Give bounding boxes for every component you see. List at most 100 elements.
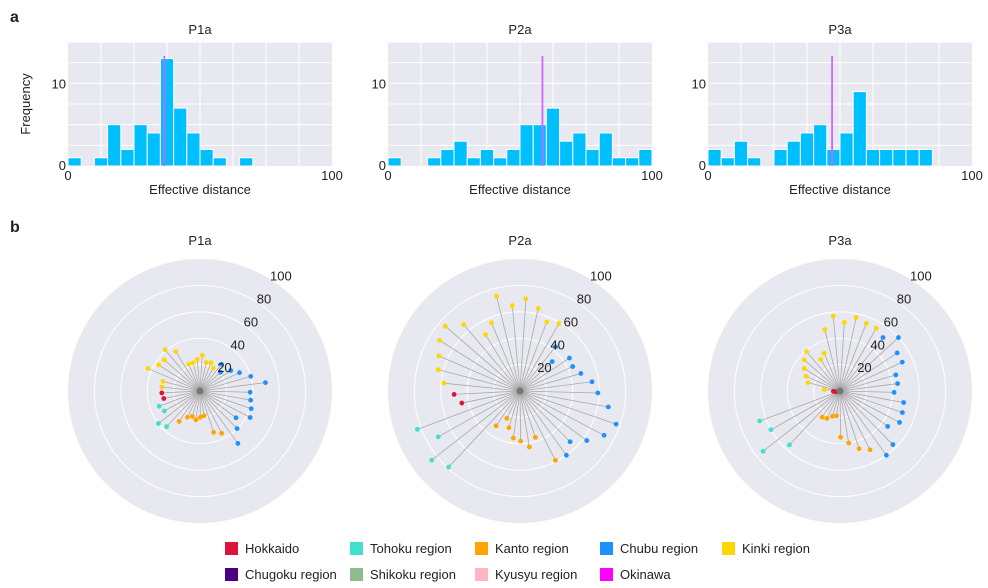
x-axis-label: Effective distance [789, 182, 891, 197]
polar-point [553, 344, 558, 350]
polar-gridline [760, 311, 920, 471]
polar-spoke [454, 390, 521, 395]
polar-spoke [438, 390, 521, 438]
polar-spoke [199, 367, 214, 392]
legend-label: Shikoku region [370, 566, 456, 582]
histogram-bar [918, 148, 933, 167]
polar-spoke [804, 368, 841, 392]
chart-title: P1a [188, 22, 212, 37]
polar-point [483, 332, 488, 338]
polar-point [846, 440, 852, 446]
polar-point [189, 413, 195, 419]
histogram-bar [839, 132, 854, 167]
histogram-bar [786, 140, 801, 167]
polar-spoke [438, 369, 521, 392]
polar-point [145, 366, 151, 371]
histogram-bar [813, 124, 828, 167]
polar-gridline [466, 337, 574, 445]
polar-spoke [519, 390, 605, 436]
legend-swatch [225, 567, 238, 581]
polar-point [899, 410, 905, 415]
histogram-bar [598, 132, 613, 167]
histogram-bar [892, 148, 907, 167]
polar-spoke [491, 322, 521, 392]
polar-gridline [93, 284, 307, 498]
polar-spoke [161, 386, 201, 392]
legend-swatch [350, 567, 363, 581]
polar-spoke [199, 370, 231, 392]
polar-point [518, 438, 524, 444]
radial-tick-label: 80 [897, 292, 911, 307]
polar-row: 20406080100P1a20406080100P2a20406080100P… [68, 233, 972, 523]
histogram-bar [707, 148, 722, 167]
polar-spoke [496, 296, 521, 392]
chart-title: P1a [188, 233, 212, 248]
polar-point [895, 381, 901, 387]
histogram-bar [572, 132, 587, 167]
polar-point [219, 361, 224, 367]
histogram-bar [532, 124, 547, 167]
polar-spoke [519, 298, 527, 392]
y-tick-label: 10 [692, 76, 706, 91]
histogram-bar [611, 157, 627, 167]
histogram-bar [799, 132, 815, 167]
polar-point [804, 349, 810, 355]
polar-spoke [187, 390, 201, 418]
histogram-bar [466, 157, 481, 167]
polar-point [489, 320, 494, 326]
polar-point [263, 380, 268, 385]
radial-tick-label: 100 [270, 269, 292, 284]
polar-spoke [448, 390, 521, 468]
polar-spoke [166, 390, 201, 427]
polar-spoke [839, 361, 903, 392]
legend-swatch [600, 567, 613, 581]
polar-spoke [519, 390, 617, 425]
legend-swatch [722, 541, 735, 555]
polar-point [532, 434, 538, 440]
radial-tick-label: 20 [857, 360, 871, 375]
polar-spoke [836, 390, 841, 416]
radial-tick-label: 80 [577, 292, 591, 307]
polar-point [435, 367, 441, 373]
polar-point [821, 350, 827, 356]
polar-point [161, 408, 167, 414]
histogram-bar [387, 157, 402, 167]
polar-point [160, 378, 166, 384]
legend-label: Kanto region [495, 540, 569, 556]
polar-point [437, 337, 442, 343]
polar-point [237, 370, 242, 376]
polar-point [578, 371, 584, 376]
histogram-bar [107, 124, 122, 167]
polar-point [199, 353, 205, 358]
polar-spoke [506, 390, 521, 419]
polar-point [203, 360, 209, 366]
x-tick-label: 0 [704, 168, 711, 183]
polar-point [824, 415, 830, 421]
legend-label: Hokkaido [245, 540, 300, 556]
polar-point [494, 293, 499, 299]
polar-spoke [147, 368, 201, 392]
chart-title: P2a [508, 22, 532, 37]
x-tick-label: 100 [961, 168, 983, 183]
histogram-bar [733, 140, 749, 167]
polar-point [589, 379, 595, 385]
histogram-bar [625, 157, 640, 167]
polar-spoke [159, 390, 201, 407]
polar-spoke [519, 390, 588, 441]
histogram-bar [173, 107, 188, 167]
polar-spoke [762, 390, 841, 452]
polar-point [248, 373, 254, 379]
polar-spoke [162, 380, 201, 392]
histogram-bar [852, 91, 867, 167]
legend-item: Chugoku region [225, 564, 337, 584]
polar-spoke [199, 355, 203, 392]
legend-swatch [350, 541, 363, 555]
y-tick-label: 10 [52, 76, 66, 91]
polar-point [873, 325, 879, 331]
polar-point [442, 323, 448, 329]
polar-point [493, 423, 499, 429]
polar-point [613, 421, 619, 427]
polar-point [429, 457, 435, 463]
polar-point [883, 452, 889, 458]
polar-point [228, 368, 234, 373]
